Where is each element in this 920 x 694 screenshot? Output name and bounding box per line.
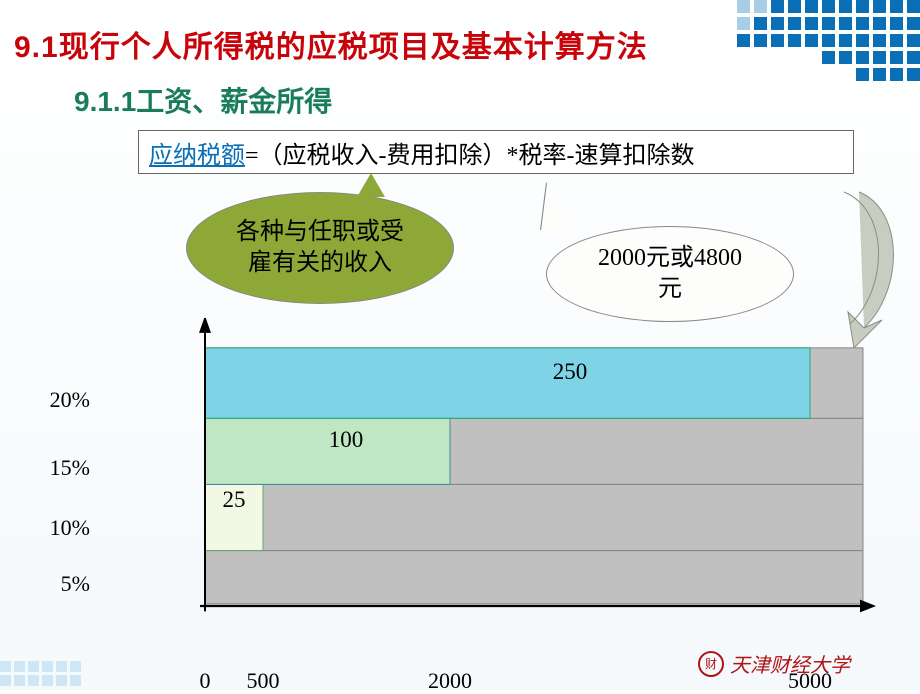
decoration-top [737,0,920,81]
callout-income: 各种与任职或受 雇有关的收入 [186,192,454,304]
university-logo: 财 天津财经大学 [698,649,850,678]
decoration-bottom-left [0,661,81,686]
formula-link[interactable]: 应纳税额 [149,135,245,170]
tax-bracket-chart: 5% 10% 15% 20% 0 500 2000 5000 25 100 25… [150,318,880,638]
logo-seal-icon: 财 [698,651,724,677]
formula-text: =（应税收入-费用扣除）*税率-速算扣除数 [245,135,695,170]
bracket-label-15: 100 [329,427,364,453]
bracket-label-10: 25 [223,487,246,513]
callout-deduction: 2000元或4800 元 [546,226,794,322]
section-title: 9.1.1工资、薪金所得 [74,80,332,120]
page-title: 9.1现行个人所得税的应税项目及基本计算方法 [14,22,648,66]
bracket-label-20: 250 [553,359,588,385]
formula-box: 应纳税额 =（应税收入-费用扣除）*税率-速算扣除数 [138,130,854,174]
